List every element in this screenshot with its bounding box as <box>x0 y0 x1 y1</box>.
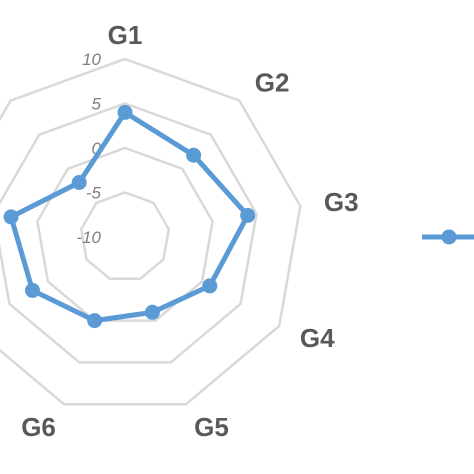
data-point-g5 <box>144 304 160 320</box>
series-line-0 <box>8 109 251 324</box>
data-point-g8 <box>3 209 19 225</box>
radar-grid <box>0 57 302 406</box>
legend <box>422 229 474 245</box>
data-point-g4 <box>202 278 218 294</box>
data-point-g2 <box>186 147 202 163</box>
data-point-g3 <box>240 207 256 223</box>
category-label-g3: G3 <box>324 187 359 217</box>
category-label-g6: G6 <box>21 412 56 442</box>
tick-label: 5 <box>92 95 102 114</box>
radial-axis-ticks: 10 5 0 -5 -10 <box>76 50 101 247</box>
category-labels: G1G2G3G4G5G6G7G8G9 <box>21 20 359 442</box>
data-point-g7 <box>25 282 40 298</box>
tick-label: 10 <box>82 50 101 69</box>
data-point-g9 <box>71 175 87 190</box>
data-point-g6 <box>87 313 103 329</box>
gridline-1 <box>0 102 258 364</box>
category-label-g4: G4 <box>300 323 335 353</box>
category-label-g1: G1 <box>108 20 143 50</box>
category-label-g2: G2 <box>255 67 290 97</box>
gridline-0 <box>0 57 302 406</box>
tick-label: 0 <box>92 139 102 158</box>
gridline-3 <box>79 191 171 281</box>
data-point-g1 <box>117 104 133 120</box>
data-series <box>3 104 256 329</box>
category-label-g5: G5 <box>194 412 229 442</box>
tick-label: -10 <box>76 228 101 247</box>
legend-marker <box>441 229 457 245</box>
tick-label: -5 <box>86 184 102 203</box>
